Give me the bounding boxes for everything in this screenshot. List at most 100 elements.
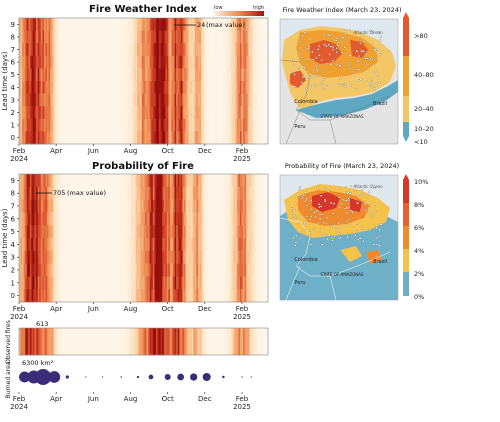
- heatmap-cell: [266, 212, 269, 226]
- heatmap-cell: [26, 43, 29, 57]
- heatmap-cell: [218, 289, 221, 303]
- heatmap-cell: [48, 276, 51, 290]
- heatmap-cell: [137, 131, 140, 145]
- heatmap-cell: [249, 106, 252, 120]
- heatmap-cell: [238, 55, 241, 69]
- heatmap-cell: [90, 55, 93, 69]
- heatmap-cell: [229, 68, 231, 82]
- heatmap-cell: [193, 43, 196, 57]
- heatmap-cell: [20, 43, 23, 57]
- fire-dot: [323, 198, 326, 201]
- heatmap-cell: [87, 263, 90, 277]
- heatmap-cell: [210, 18, 213, 31]
- heatmap-cell: [208, 250, 211, 264]
- heatmap-cell: [95, 118, 98, 132]
- fire-dot: [348, 218, 351, 221]
- fire-dot: [310, 215, 313, 218]
- burned-annotation: 6300 km²: [22, 359, 54, 367]
- heatmap-cell: [85, 186, 88, 200]
- fire-dot: [331, 48, 334, 51]
- heatmap-cell: [252, 174, 255, 188]
- heatmap-cell: [263, 263, 266, 277]
- heatmap-cell: [26, 118, 29, 132]
- heatmap-cell: [260, 225, 263, 239]
- heatmap-cell: [89, 131, 91, 145]
- heatmap-cell: [141, 18, 144, 31]
- heatmap-cell: [107, 199, 110, 213]
- fire-dot: [312, 58, 315, 61]
- burned-area-bubble: [65, 375, 69, 379]
- heatmap-cell: [230, 186, 233, 200]
- heatmap-cell: [221, 174, 224, 188]
- heatmap-cell: [26, 289, 29, 303]
- heatmap-cell: [107, 263, 110, 277]
- heatmap-cell: [84, 68, 87, 82]
- heatmap-cell: [208, 263, 211, 277]
- heatmap-cell: [227, 238, 230, 252]
- heatmap-cell: [176, 118, 179, 132]
- heatmap-cell: [205, 106, 208, 120]
- heatmap-cell: [19, 93, 21, 107]
- heatmap-cell: [71, 328, 74, 356]
- heatmap-cell: [43, 199, 46, 213]
- heatmap-cell: [117, 212, 119, 226]
- heatmap-cell: [160, 328, 163, 356]
- heatmap-cell: [104, 106, 107, 120]
- fire-dot: [294, 202, 297, 205]
- heatmap-cell: [238, 289, 241, 303]
- heatmap-cell: [227, 43, 230, 57]
- heatmap-cell: [36, 289, 38, 303]
- heatmap-cell: [227, 186, 230, 200]
- heatmap-cell: [70, 174, 73, 188]
- heatmap-cell: [107, 55, 110, 69]
- heatmap-cell: [219, 263, 222, 277]
- heatmap-cell: [104, 263, 107, 277]
- heatmap-cell: [255, 43, 258, 57]
- heatmap-cell: [126, 30, 129, 44]
- heatmap-cell: [73, 68, 76, 82]
- heatmap-cell: [98, 174, 101, 188]
- heatmap-cell: [98, 276, 101, 290]
- fire-dot: [322, 221, 325, 224]
- heatmap-cell: [34, 186, 37, 200]
- heatmap-cell: [187, 68, 189, 82]
- heatmap-cell: [53, 250, 56, 264]
- heatmap-cell: [70, 250, 73, 264]
- fire-dot: [361, 192, 364, 195]
- heatmap-cell: [50, 106, 52, 120]
- heatmap-cell: [243, 263, 245, 277]
- heatmap-cell: [117, 93, 119, 107]
- heatmap-cell: [185, 238, 188, 252]
- heatmap-cell: [187, 81, 189, 94]
- heatmap-cell: [225, 225, 228, 239]
- heatmap-cell: [84, 212, 87, 226]
- heatmap-cell: [225, 289, 228, 303]
- heatmap-cell: [257, 186, 259, 200]
- fire-dot: [369, 29, 372, 32]
- heatmap-cell: [121, 81, 124, 94]
- fire-dot: [355, 228, 359, 231]
- heatmap-cell: [65, 212, 68, 226]
- heatmap-cell: [243, 30, 245, 44]
- heatmap-cell: [109, 131, 112, 145]
- heatmap-cell: [174, 199, 177, 213]
- heatmap-cell: [238, 250, 241, 264]
- heatmap-cell: [53, 212, 56, 226]
- heatmap-cell: [101, 328, 104, 356]
- heatmap-cell: [171, 289, 174, 303]
- heatmap-cell: [68, 174, 71, 188]
- heatmap-cell: [230, 212, 233, 226]
- heatmap-cell: [47, 55, 49, 69]
- heatmap-cell: [171, 118, 174, 132]
- heatmap-cell: [244, 30, 247, 44]
- heatmap-cell: [141, 174, 144, 188]
- heatmap-cell: [146, 30, 149, 44]
- heatmap-cell: [180, 43, 183, 57]
- heatmap-cell: [40, 81, 43, 94]
- heatmap-cell: [107, 212, 110, 226]
- heatmap-cell: [28, 68, 31, 82]
- heatmap-cell: [103, 263, 105, 277]
- heatmap-cell: [89, 250, 91, 264]
- heatmap-cell: [205, 30, 208, 44]
- heatmap-cell: [232, 106, 235, 120]
